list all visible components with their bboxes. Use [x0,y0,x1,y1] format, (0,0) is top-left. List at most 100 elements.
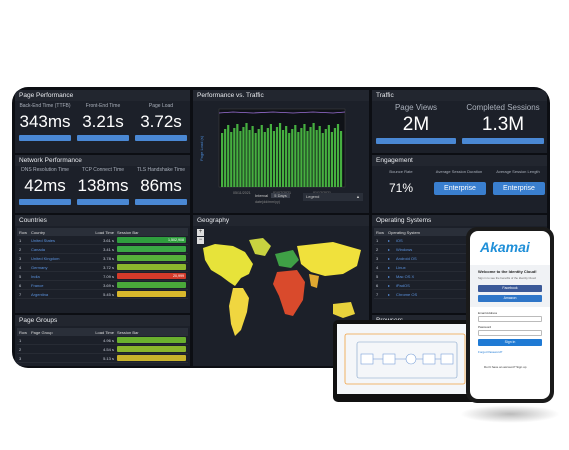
expand-icon[interactable]: ▸ [388,237,391,243]
forgot-link[interactable]: Forgot Password? [478,350,503,354]
table-row[interactable]: 6 France 3.69 s [17,281,188,290]
traffic-bar [288,133,291,187]
row-number: 4 [376,264,379,270]
row-number: 1 [19,337,22,343]
table-row[interactable]: 3 ▸ Android OS [374,254,545,263]
table-row[interactable]: 3 5.13 s [17,354,188,363]
engagement-panel: Engagement Bounce Rate 71% Average Sessi… [372,155,547,213]
expand-icon[interactable]: ▸ [388,273,391,279]
sign-in-button[interactable]: Sign in [478,339,542,346]
row-number: 2 [376,246,379,252]
expand-icon[interactable]: ▸ [388,291,391,297]
signup-link[interactable]: Don't have an account? Sign up [484,365,527,369]
network-performance-panel: Network Performance DNS Resolution Time … [15,155,190,213]
table-row[interactable]: 3 United Kingdom 3.78 s [17,254,188,263]
row-load-time: 3.78 s [103,255,114,261]
traffic-bar [324,129,327,187]
table-row[interactable]: 7 Argentina 5.45 s [17,290,188,299]
session-bar [117,337,186,343]
row-name[interactable]: Mac OS X [396,273,415,279]
expand-icon[interactable]: ▸ [388,255,391,261]
kpi-tls[interactable]: TLS Handshake Time 86ms [133,167,189,205]
kpi-ttfb[interactable]: Back-End Time (TTFB) 343ms [17,103,73,141]
table-row[interactable]: 4 ▸ Linux [374,263,545,272]
amazon-button[interactable]: Amazon [478,295,542,302]
table-row[interactable]: 2 ▸ Windows [374,245,545,254]
row-number: 1 [19,237,22,243]
enterprise-button[interactable]: Enterprise [493,182,545,195]
table-row[interactable]: 2 4.54 s [17,345,188,354]
kpi-page-load[interactable]: Page Load 3.72s [133,103,189,141]
traffic-bar [309,127,312,187]
zoom-out-button[interactable]: − [197,237,204,244]
enterprise-button[interactable]: Enterprise [434,182,486,195]
traffic-bar [312,123,315,187]
south-america [229,288,249,336]
session-bar [117,246,186,252]
traffic-bar [233,128,236,187]
legend-toggle[interactable]: Legend ▲ [303,193,363,201]
sparkline [135,199,187,205]
interval-select[interactable]: 5 Days [271,193,290,198]
table-row[interactable]: 6 ▸ iPadOS [374,281,545,290]
session-bar [117,291,186,297]
traffic-bar [275,127,279,187]
table-row[interactable]: 1 United States 3.61 s 1,502,908 [17,236,188,245]
traffic-bar [266,128,269,187]
row-name[interactable]: Canada [31,246,46,252]
row-name[interactable]: United Kingdom [31,255,60,261]
row-number: 5 [19,273,22,279]
panel-title: Performance vs. Traffic [193,90,369,101]
row-name[interactable]: iOS [396,237,403,243]
row-name[interactable]: Argentina [31,291,49,297]
world-map[interactable] [193,226,369,366]
page-load-line [218,111,346,114]
row-name[interactable]: Germany [31,264,48,270]
table-row[interactable]: 5 India 7.09 s 20,999 [17,272,188,281]
kpi-frontend[interactable]: Front-End Time 3.21s [75,103,131,141]
table-row[interactable]: 1 ▸ iOS [374,236,545,245]
table-row[interactable]: 7 ▸ Chrome OS [374,290,545,299]
row-load-time: 3.41 s [103,246,114,252]
row-name[interactable]: iPadOS [396,282,410,288]
row-name[interactable]: Linux [396,264,406,270]
email-field[interactable] [478,316,542,322]
row-name[interactable]: Chrome OS [396,291,418,297]
row-load-time: 4.96 s [103,337,114,343]
y-axis-label: Page Load (s) [199,135,204,161]
row-name[interactable]: Windows [396,246,413,252]
kpi-page-views[interactable]: Page Views 2M [374,103,458,144]
row-name[interactable]: France [31,282,44,288]
kpi-completed-sessions[interactable]: Completed Sessions 1.3M [460,103,546,144]
asia [297,242,361,276]
performance-traffic-panel: Performance vs. Traffic Page Load (s) 05… [193,90,369,213]
traffic-bar [297,132,300,187]
caret-up-icon: ▲ [356,194,360,199]
traffic-bar [239,131,242,187]
kpi-tcp[interactable]: TCP Connect Time 138ms [75,167,131,205]
facebook-button[interactable]: Facebook [478,285,542,292]
row-name[interactable]: India [31,273,40,279]
table-row[interactable]: 1 4.96 s [17,336,188,345]
zoom-in-button[interactable]: + [197,229,204,236]
row-name[interactable]: United States [31,237,56,243]
row-name[interactable]: Android OS [396,255,417,261]
phone-shadow [460,405,560,423]
table-row[interactable]: 4 Germany 3.72 s [17,263,188,272]
traffic-bar [294,125,297,187]
interval-control[interactable]: Interval 5 Days [255,193,290,198]
table-row[interactable]: 5 ▸ Mac OS X [374,272,545,281]
expand-icon[interactable]: ▸ [388,246,391,252]
row-number: 7 [19,291,22,297]
password-field[interactable] [478,330,542,336]
traffic-bar [330,132,333,187]
traffic-bar [272,131,276,187]
panel-title: Network Performance [15,155,190,166]
traffic-bar [321,133,324,187]
expand-icon[interactable]: ▸ [388,282,391,288]
expand-icon[interactable]: ▸ [388,264,391,270]
table-row[interactable]: 2 Canada 3.41 s [17,245,188,254]
email-label: Email Address [478,311,498,315]
kpi-dns[interactable]: DNS Resolution Time 42ms [17,167,73,205]
sparkline [376,138,456,144]
